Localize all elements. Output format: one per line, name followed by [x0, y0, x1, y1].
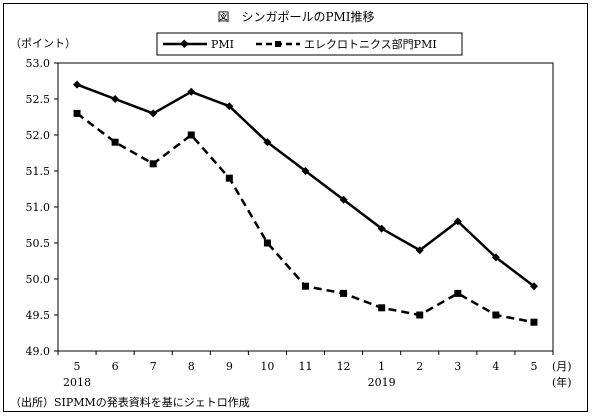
point-electronics	[454, 289, 462, 297]
legend-label-pmi: PMI	[211, 38, 234, 51]
point-electronics	[416, 311, 424, 319]
y-tick-label: 49.0	[26, 345, 51, 358]
point-electronics	[225, 174, 233, 182]
chart-title: 図 シンガポールのPMI推移	[217, 10, 374, 24]
x-year-label: 2019	[368, 376, 396, 389]
x-tick-label: 1	[378, 360, 385, 373]
x-tick-label: 5	[530, 360, 537, 373]
point-electronics	[111, 138, 119, 146]
x-tick-label: 8	[188, 360, 195, 373]
point-electronics	[302, 282, 309, 290]
series-line-electronics	[76, 112, 535, 324]
point-pmi	[339, 195, 348, 204]
point-pmi	[453, 217, 462, 226]
point-pmi	[111, 95, 120, 103]
point-electronics	[263, 239, 271, 247]
x-tick-label: 9	[226, 360, 233, 373]
x-tick-label: 12	[337, 360, 351, 373]
point-pmi	[377, 224, 386, 233]
legend-box	[156, 32, 463, 56]
point-electronics	[340, 289, 348, 297]
y-tick-label: 52.5	[26, 93, 51, 106]
y-tick-label: 51.0	[26, 201, 51, 214]
point-pmi	[491, 253, 500, 262]
point-pmi	[73, 80, 82, 89]
y-tick-label: 51.5	[26, 165, 51, 178]
x-tick-label: 3	[454, 360, 461, 373]
x-tick-label: 7	[150, 360, 157, 373]
x-unit-year: (年)	[552, 375, 572, 389]
legend: PMI エレクロトニクス部門PMI	[156, 32, 463, 56]
point-pmi	[529, 282, 538, 291]
point-pmi	[225, 102, 234, 111]
chart-frame	[3, 3, 588, 412]
point-electronics	[149, 160, 157, 168]
point-electronics	[187, 131, 195, 139]
point-pmi	[263, 138, 272, 147]
x-tick-label: 5	[74, 360, 81, 373]
x-unit-month: (月)	[552, 360, 572, 373]
x-tick-label: 11	[299, 360, 313, 373]
x-tick-label: 4	[492, 360, 499, 373]
y-tick-label: 52.0	[26, 129, 51, 142]
legend-marker-electronics	[275, 41, 281, 47]
point-pmi	[415, 246, 424, 255]
point-pmi	[187, 87, 196, 96]
y-tick-label: 53.0	[26, 57, 51, 70]
point-pmi	[149, 109, 158, 118]
x-year-label: 2018	[63, 376, 91, 389]
y-tick-label: 50.0	[26, 273, 51, 286]
x-tick-label: 10	[260, 360, 274, 373]
series-line-pmi	[76, 83, 535, 288]
plot-area: 53.0 52.5 52.0 51.5 51.0 50.5 50.0 49.5 49.0 5 6 7 8…	[26, 57, 554, 389]
y-tick-label: 50.5	[26, 237, 51, 250]
source-note: （出所）SIPMMの発表資料を基にジェトロ作成	[10, 395, 250, 409]
point-pmi	[301, 167, 310, 175]
point-electronics	[530, 318, 538, 326]
x-tick-label: 2	[416, 360, 423, 373]
x-tick-label: 6	[112, 360, 119, 373]
point-electronics	[492, 311, 500, 319]
point-electronics	[378, 304, 386, 312]
y-tick-label: 49.5	[26, 309, 51, 322]
point-electronics	[73, 109, 81, 117]
legend-label-electronics: エレクロトニクス部門PMI	[304, 37, 437, 51]
y-axis-label: （ポイント）	[10, 37, 76, 50]
